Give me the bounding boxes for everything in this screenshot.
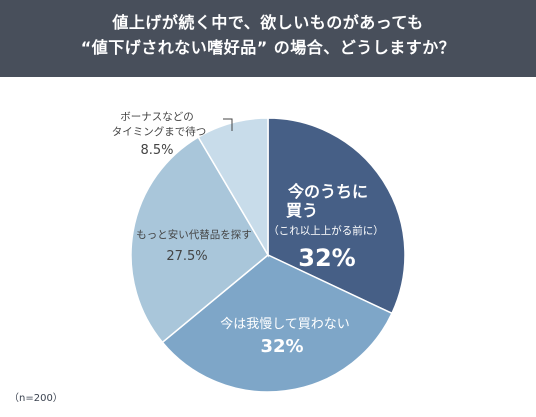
slice-label-wait-no-buy: 今は我慢して買わない (220, 316, 350, 332)
slice-wait-no-buy (161, 254, 393, 393)
slice-value-cheaper-alt: 27.5% (166, 249, 207, 264)
callout-leader-line (223, 118, 233, 131)
slice-label-bonus-line2: タイミングまで待つ (112, 125, 207, 138)
slice-sublabel-buy-now: （これ以上上がる前に） (268, 224, 384, 237)
slice-value-bonus: 8.5% (140, 143, 173, 158)
slice-buy-now (267, 117, 406, 315)
callout (223, 118, 233, 131)
slice-value-wait-no-buy: 32% (260, 336, 303, 357)
slice-value-buy-now: 32% (298, 244, 355, 272)
chart-title-line-2: “値下げされない嗜好品” の場合、どうしますか？ (80, 38, 456, 57)
pie-slices (130, 117, 406, 393)
sample-size-note: （n=200） (9, 393, 63, 404)
slice-label-buy-now-line1: 今のうちに (287, 182, 368, 201)
slice-label-cheaper-alt: もっと安い代替品を探す (136, 228, 252, 241)
slice-label-buy-now-line2: 買う (286, 201, 318, 220)
chart-title-line-1: 値上げが続く中で、欲しいものがあっても (112, 13, 424, 32)
slice-cheaper-alt (130, 136, 269, 344)
slice-label-bonus-line1: ボーナスなどの (120, 111, 194, 123)
chart-title-banner: 値上げが続く中で、欲しいものがあっても “値下げされない嗜好品” の場合、どうし… (0, 0, 536, 77)
slice-labels: 今のうちに 買う （これ以上上がる前に） 32% 今は我慢して買わない 32% … (112, 111, 384, 357)
